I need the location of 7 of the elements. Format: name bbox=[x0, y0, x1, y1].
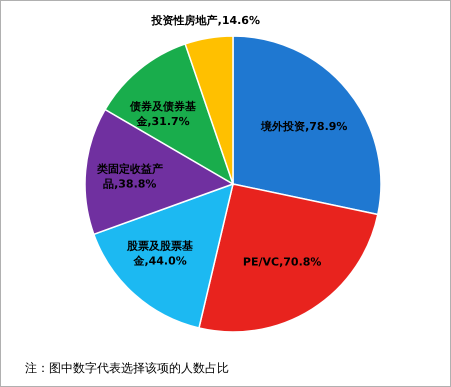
slice-label: PE/VC,70.8% bbox=[242, 255, 322, 268]
slice-label: 债券及债券基金,31.7% bbox=[129, 100, 196, 128]
slice-label: 投资性房地产,14.6% bbox=[150, 14, 260, 28]
slice-label: 股票及股票基金,44.0% bbox=[126, 240, 194, 268]
slice-label: 类固定收益产品,38.8% bbox=[96, 162, 163, 191]
text: 注：图中数字代表选择该项的人数占比 bbox=[25, 361, 229, 375]
slice-label: 境外投资,78.9% bbox=[260, 120, 348, 134]
